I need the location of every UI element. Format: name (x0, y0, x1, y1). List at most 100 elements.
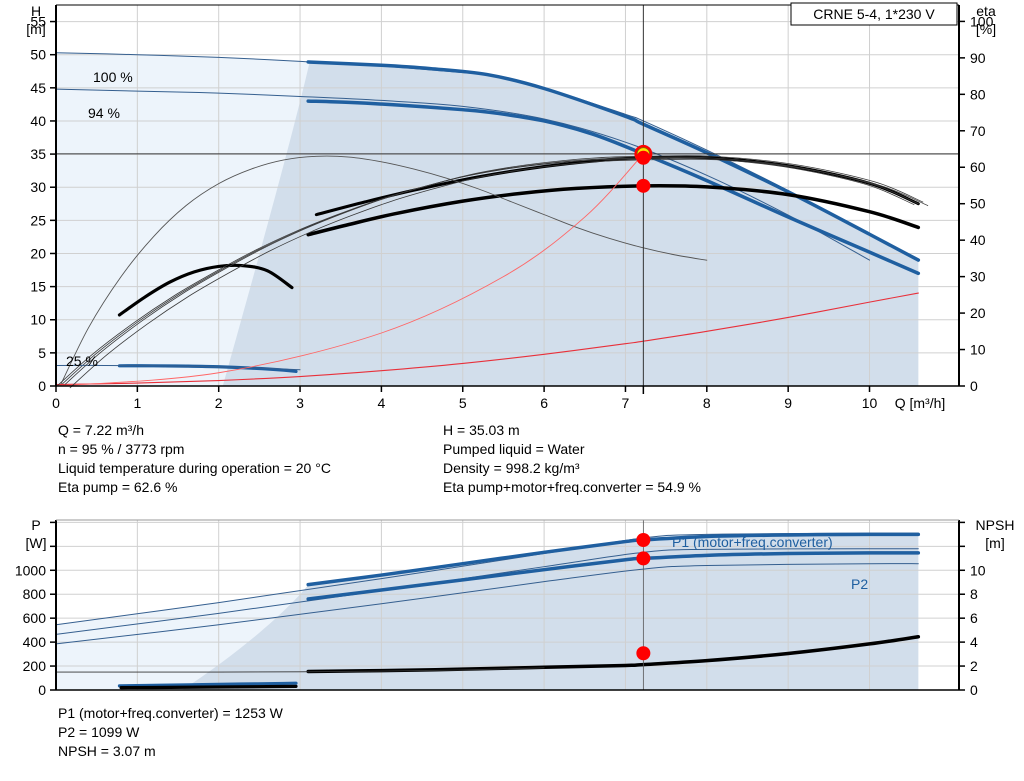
model-title-box: CRNE 5-4, 1*230 V (790, 2, 958, 26)
power-duty-envelope (182, 533, 919, 690)
upper-curves (55, 52, 929, 389)
curve-1 (55, 548, 919, 635)
tick-label-bottom: 1 (133, 395, 141, 411)
tick-label-left: 45 (30, 80, 46, 96)
tick-label-left: 55 (30, 14, 46, 30)
y-right-axis-unit: [%] (976, 21, 996, 37)
duty-marker-2[interactable] (636, 646, 651, 661)
upper-axes: 0510152025303540455055010203040506070809… (26, 3, 996, 411)
tick-label-bottom: 0 (52, 395, 60, 411)
tick-label-bottom: 6 (540, 395, 548, 411)
duty-envelope-fill (222, 61, 919, 386)
tick-label-bottom: 5 (459, 395, 467, 411)
tick-label-bottom: 7 (622, 395, 630, 411)
info-bottom: P1 (motor+freq.converter) = 1253 W P2 = … (58, 704, 283, 761)
tick-label-right: 0 (970, 682, 978, 698)
curve-8 (117, 263, 294, 317)
tick-label-right: 10 (970, 562, 986, 578)
upper-plot-area (56, 5, 959, 387)
curve-eta-family-strand-2 (55, 157, 915, 388)
tick-label-left: 10 (30, 312, 46, 328)
tick-label-left: 25 (30, 212, 46, 228)
tick-label-left: 400 (23, 634, 47, 650)
info-bottom-line-2: NPSH = 3.07 m (58, 743, 156, 759)
duty-marker-1[interactable] (636, 150, 651, 165)
info-right: H = 35.03 m Pumped liquid = Water Densit… (443, 421, 701, 497)
curve-7 (117, 681, 298, 688)
tick-label-right: 6 (970, 610, 978, 626)
tick-label-bottom: 8 (703, 395, 711, 411)
y-left-axis-unit: [m] (26, 21, 45, 37)
tick-label-left: 600 (23, 610, 47, 626)
tick-label-bottom: 10 (862, 395, 878, 411)
duty-marker-1[interactable] (636, 551, 651, 566)
tick-label-right: 50 (970, 196, 986, 212)
tick-label-right: 8 (970, 586, 978, 602)
tick-label-right: 60 (970, 159, 986, 175)
speed-label-25: 25 % (66, 353, 98, 369)
lower-duty-markers (636, 532, 651, 661)
info-left-line-0: Q = 7.22 m³/h (58, 422, 144, 438)
info-right-line-0: H = 35.03 m (443, 422, 520, 438)
curve-5 (306, 634, 921, 674)
tick-label-right: 2 (970, 658, 978, 674)
curve-2 (306, 99, 921, 276)
lower-curves (55, 532, 921, 690)
tick-label-right: 80 (970, 86, 986, 102)
speed-label-94: 94 % (88, 105, 120, 121)
duty-marker-2[interactable] (636, 178, 651, 193)
lower-axes: 0 200 400 600 800 1000 0 2 4 6 8 10 P [W] NPSH [m] (15, 517, 1015, 698)
speed-label-100: 100 % (93, 69, 133, 85)
model-title-label: CRNE 5-4, 1*230 V (813, 6, 935, 22)
tick-label-left: 1000 (15, 562, 46, 578)
info-right-line-2: Density = 998.2 kg/m³ (443, 460, 580, 476)
tick-label-right: 70 (970, 123, 986, 139)
y-left-axis-title: H (31, 3, 41, 19)
tick-label-left: 200 (23, 658, 47, 674)
y-left-axis-title: P (31, 517, 40, 533)
info-left: Q = 7.22 m³/h n = 95 % / 3773 rpm Liquid… (58, 421, 331, 497)
model-title-box-frame (790, 2, 958, 26)
curve-10 (55, 364, 301, 371)
info-left-line-1: n = 95 % / 3773 rpm (58, 441, 185, 457)
y-right-axis-title: NPSH (976, 517, 1015, 533)
tick-label-left: 15 (30, 279, 46, 295)
lower-chart: 0 200 400 600 800 1000 0 2 4 6 8 10 P [W] NPSH [m] P1 (m… (15, 517, 1015, 698)
tick-label-left: 0 (38, 682, 46, 698)
duty-lines (56, 5, 959, 386)
tick-label-left: 800 (23, 586, 47, 602)
x-axis-title: Q [m³/h] (895, 395, 946, 411)
y-right-axis-unit: [m] (985, 535, 1004, 551)
tick-label-right: 40 (970, 232, 986, 248)
info-right-line-1: Pumped liquid = Water (443, 441, 585, 457)
tick-label-right: 100 (970, 13, 994, 29)
tick-label-right: 0 (970, 378, 978, 394)
tick-label-left: 50 (30, 47, 46, 63)
tick-label-left: 5 (38, 345, 46, 361)
curve-3 (306, 532, 921, 587)
info-left-line-3: Eta pump = 62.6 % (58, 479, 178, 495)
duty-marker-0[interactable] (636, 532, 651, 547)
y-right-axis-title: eta (976, 3, 996, 19)
tick-label-right: 4 (970, 634, 978, 650)
info-bottom-line-1: P2 = 1099 W (58, 724, 140, 740)
y-left-axis-unit: [W] (26, 535, 47, 551)
tick-label-left: 40 (30, 113, 46, 129)
upper-chart: 0510152025303540455055010203040506070809… (26, 2, 996, 411)
tick-label-left: 0 (38, 378, 46, 394)
tick-label-right: 20 (970, 305, 986, 321)
curve-3 (306, 60, 921, 262)
tick-label-bottom: 4 (378, 395, 386, 411)
curve-4 (306, 183, 921, 237)
tick-label-bottom: 9 (784, 395, 792, 411)
tick-label-bottom: 2 (215, 395, 223, 411)
tick-label-left: 30 (30, 179, 46, 195)
curve-4 (306, 551, 921, 601)
duty-markers (634, 144, 653, 193)
tick-label-right: 30 (970, 269, 986, 285)
tick-label-left: 20 (30, 245, 46, 261)
curve-11 (55, 292, 919, 386)
curve-1 (55, 88, 871, 261)
info-right-line-3: Eta pump+motor+freq.converter = 54.9 % (443, 479, 701, 495)
